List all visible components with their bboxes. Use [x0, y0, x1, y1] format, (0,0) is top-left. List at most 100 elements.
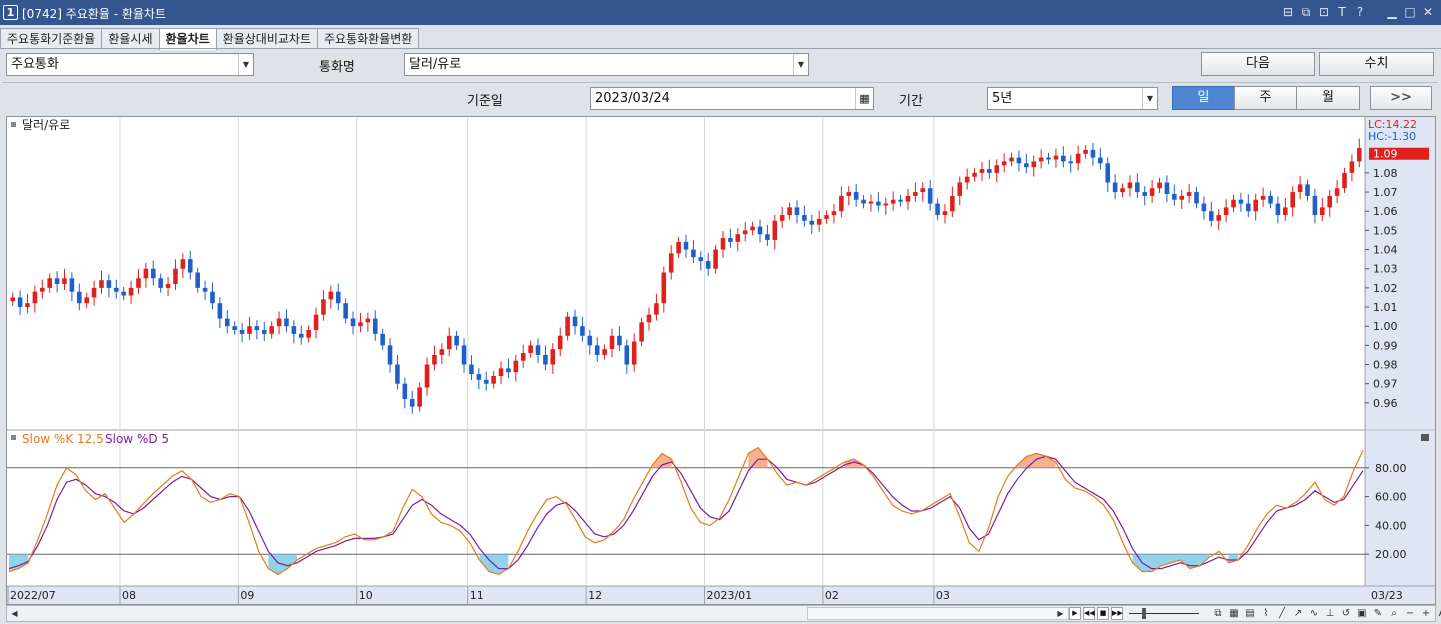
font-size-icon[interactable]: A	[1435, 606, 1441, 621]
chart-scrollbar[interactable]: ◀ ▶ ▶ ◀◀ ■ ▶▶ ⧉ ▦ ▤ ⌇ ╱ ↗ ∿ ⊥ ↺ ▣ ✎ ⌕ − …	[6, 605, 1441, 622]
candle-body	[772, 220, 778, 240]
candle-body	[417, 387, 422, 407]
candle-body	[580, 326, 585, 336]
scroll-thumb[interactable]	[807, 607, 1069, 620]
candle-body	[1179, 195, 1185, 200]
calendar-icon[interactable]: ▦	[855, 88, 873, 109]
value-button[interactable]: 수치	[1319, 52, 1434, 76]
candle-body	[839, 195, 844, 212]
candle-body	[735, 234, 741, 242]
interval-day-button[interactable]: 일	[1172, 86, 1235, 110]
candle-body	[964, 176, 970, 183]
chevron-down-icon[interactable]: ▼	[793, 54, 808, 75]
chart-canvas[interactable]: 2022/07 08 09 10 11 12 2023/01 02 03 03/23 1.08 1.0…	[7, 117, 1435, 604]
interval-week-button[interactable]: 주	[1234, 86, 1297, 110]
zoom-out-icon[interactable]: −	[1405, 608, 1415, 619]
settings-icon[interactable]: ✎	[1373, 608, 1383, 619]
price-y-tick: 1.01	[1373, 301, 1398, 314]
candle-body	[1038, 157, 1044, 162]
scroll-left-icon[interactable]: ◀	[11, 609, 18, 618]
scroll-right-icon[interactable]: ▶	[1057, 609, 1064, 618]
table-icon[interactable]: ▤	[1245, 608, 1255, 619]
candle-body	[950, 195, 955, 212]
candle-body	[232, 326, 237, 331]
price-y-tick: 1.05	[1373, 224, 1398, 237]
candle-body	[528, 345, 533, 354]
base-date-field[interactable]: 2023/03/24 ▦	[590, 87, 874, 110]
candle-body	[350, 318, 356, 327]
candle-body	[757, 226, 763, 235]
candle-body	[469, 364, 474, 375]
pane-close-icon[interactable]	[1421, 434, 1429, 441]
candle-body	[498, 368, 504, 377]
save-icon[interactable]: ▣	[1357, 608, 1367, 619]
trend-icon[interactable]: ↗	[1293, 608, 1303, 619]
candle-body	[136, 278, 141, 288]
slow-k-line	[8, 446, 1364, 576]
x-tick-label: 02	[825, 589, 839, 602]
grid-icon[interactable]: ▦	[1229, 608, 1239, 619]
candle-body	[594, 345, 600, 355]
link-icon[interactable]: ⊡	[1318, 5, 1330, 19]
interval-month-button[interactable]: 월	[1296, 86, 1360, 110]
fast-forward-icon[interactable]: ▶▶	[1111, 607, 1123, 620]
tab-rate-chart[interactable]: 환율차트	[158, 28, 217, 50]
candle-body	[143, 268, 149, 279]
restore-icon[interactable]: ⧉	[1301, 5, 1311, 19]
chart-panel[interactable]: 2022/07 08 09 10 11 12 2023/01 02 03 03/23 1.08 1.0…	[6, 116, 1436, 605]
category-select[interactable]: 주요통화 ▼	[6, 53, 254, 76]
candle-body	[1349, 161, 1355, 173]
help-icon[interactable]: ?	[1356, 5, 1364, 19]
tab-rate-quotes[interactable]: 환율시세	[101, 28, 160, 49]
chevron-down-icon[interactable]: ▼	[1142, 88, 1157, 109]
chart-line-icon[interactable]: ⌇	[1263, 608, 1269, 619]
candle-body	[395, 364, 400, 384]
candle-body	[106, 280, 112, 288]
candle-body	[676, 241, 681, 254]
candle-body	[306, 330, 311, 338]
candle-body	[691, 249, 696, 258]
forward-button[interactable]: >>	[1370, 86, 1432, 110]
tab-key-currency-rates[interactable]: 주요통화기준환율	[0, 28, 103, 49]
candle-body	[565, 316, 570, 336]
candle-body	[1112, 182, 1118, 193]
draw-line-icon[interactable]: ╱	[1278, 608, 1286, 619]
wave-icon[interactable]: ∿	[1309, 608, 1319, 619]
candle-body	[372, 318, 378, 334]
currency-select[interactable]: 달러/유로 ▼	[404, 53, 809, 76]
undo-icon[interactable]: ↺	[1341, 608, 1351, 619]
pin-icon[interactable]: ⊥	[1325, 608, 1335, 619]
price-y-tick: 0.98	[1373, 359, 1398, 372]
copy-icon[interactable]: ⧉	[1214, 608, 1222, 619]
price-y-tick: 0.97	[1373, 378, 1398, 391]
period-select[interactable]: 5년 ▼	[987, 87, 1158, 110]
candle-body	[787, 207, 792, 216]
maximize-icon[interactable]: □	[1404, 5, 1416, 19]
candle-body	[1231, 199, 1236, 208]
layout-icon[interactable]: ⊟	[1282, 5, 1294, 19]
rewind-icon[interactable]: ◀◀	[1083, 607, 1095, 620]
tab-relative-comparison-chart[interactable]: 환율상대비교차트	[215, 28, 318, 49]
text-icon[interactable]: T	[1338, 5, 1346, 19]
tab-rate-converter[interactable]: 주요통화환율변환	[317, 28, 420, 49]
candle-body	[254, 326, 260, 331]
next-button[interactable]: 다음	[1201, 52, 1315, 76]
zoom-icon[interactable]: ⌕	[1391, 608, 1397, 619]
candle-body	[1090, 149, 1096, 158]
candle-body	[802, 215, 807, 221]
zoom-in-icon[interactable]: +	[1421, 608, 1431, 619]
zoom-slider[interactable]	[1129, 613, 1199, 614]
candle-body	[853, 192, 859, 200]
candle-body	[128, 287, 134, 296]
candle-body	[69, 278, 75, 292]
candle-body	[794, 207, 800, 216]
candle-body	[1334, 188, 1340, 196]
chevron-down-icon[interactable]: ▼	[238, 54, 253, 75]
play-icon[interactable]: ▶	[1069, 607, 1081, 620]
close-icon[interactable]: ✕	[1422, 5, 1434, 19]
zoom-slider-handle[interactable]	[1142, 608, 1146, 619]
stoch-y-tick: 20.00	[1375, 548, 1407, 561]
candle-body	[298, 333, 304, 338]
stop-icon[interactable]: ■	[1097, 607, 1109, 620]
minimize-icon[interactable]: ▁	[1387, 5, 1397, 19]
